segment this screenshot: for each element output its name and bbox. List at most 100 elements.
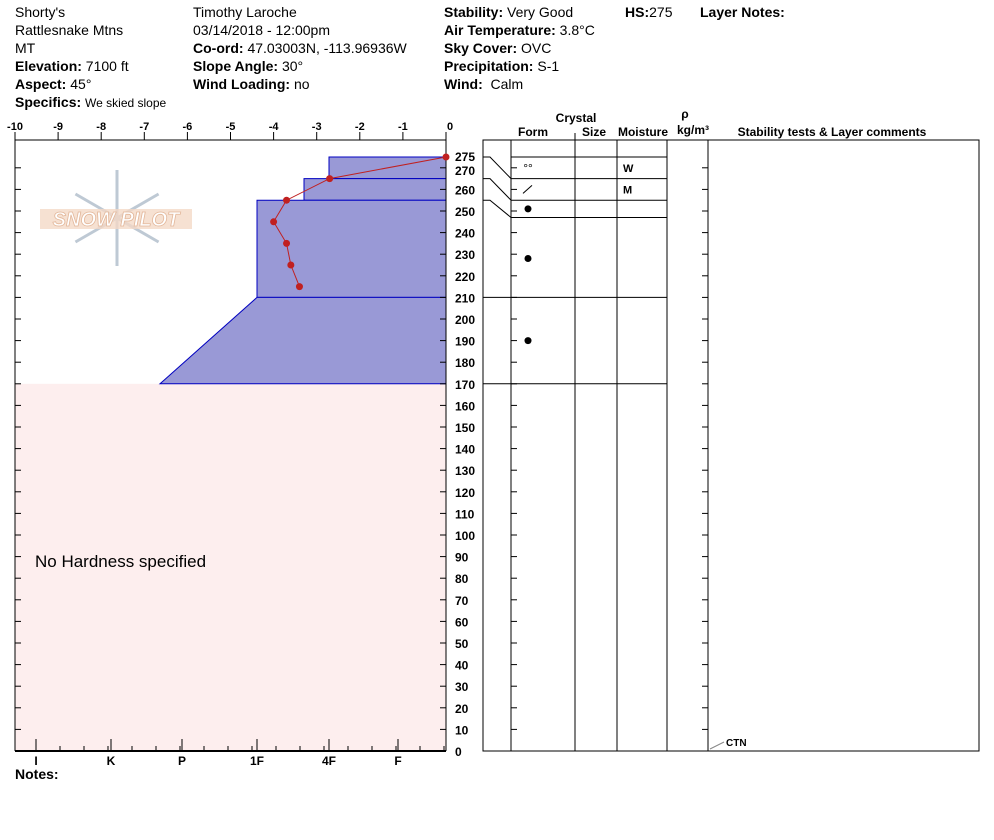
hardness-tick-label: 4F [322, 754, 336, 768]
temperature-tick-label: -4 [269, 121, 280, 133]
specifics-label: Specifics: [15, 94, 82, 110]
temperature-tick-label: -9 [53, 121, 63, 133]
height-tick-label: 130 [455, 464, 475, 478]
specifics: Specifics: We skied slope [15, 93, 166, 112]
elevation-label: Elevation: [15, 58, 82, 74]
melt-forms-icon [524, 255, 532, 263]
precipitation-value: S-1 [537, 58, 560, 74]
location-range: Rattlesnake Mtns [15, 22, 124, 38]
header-size: Size [582, 125, 606, 139]
slope-angle-value: 30° [281, 58, 304, 74]
wind-label: Wind: [444, 76, 483, 92]
sky-cover: Sky Cover: OVC [444, 39, 551, 57]
stability: Stability: Very Good [444, 3, 573, 21]
air-temp: Air Temperature: 3.8°C [444, 21, 595, 39]
hs-label: HS: [625, 4, 650, 20]
height-tick-label: 10 [455, 723, 469, 737]
wind-loading-label: Wind Loading: [193, 76, 291, 92]
temperature-tick-label: -5 [226, 121, 236, 133]
height-tick-label: 250 [455, 205, 475, 219]
height-tick-label: 90 [455, 551, 469, 565]
specifics-value: We skied slope [85, 96, 167, 110]
temperature-point [283, 239, 291, 247]
melt-forms-icon [524, 337, 532, 345]
height-tick-label: 170 [455, 378, 475, 392]
height-tick-label: 100 [455, 529, 475, 543]
header-crystal: Crystal [556, 111, 597, 125]
temperature-point [287, 261, 295, 269]
no-hardness-text: No Hardness specified [35, 552, 206, 571]
coord: Co-ord: 47.03003N, -113.96936W [193, 39, 407, 57]
hs-value: 275 [649, 4, 673, 20]
height-tick-label: 270 [455, 164, 475, 178]
temperature-tick-label: -1 [398, 121, 408, 133]
temperature-point [283, 196, 291, 204]
aspect: Aspect: 45° [15, 75, 91, 93]
precipitation-label: Precipitation: [444, 58, 534, 74]
height-tick-label: 60 [455, 615, 469, 629]
hardness-tick-label: K [107, 754, 116, 768]
hardness-layer [158, 296, 447, 385]
location-name: Shorty's [15, 4, 66, 20]
height-tick-label: 110 [455, 507, 475, 521]
hs: HS:275 [625, 3, 672, 21]
aspect-label: Aspect: [15, 76, 67, 92]
height-tick-label: 260 [455, 183, 475, 197]
temperature-tick-label: -10 [7, 121, 23, 133]
temperature-point [295, 283, 303, 291]
hardness-layer [256, 199, 447, 298]
rounded-grains-icon: °° [523, 161, 533, 175]
stability-test-label: CTN [726, 738, 747, 749]
hardness-tick-label: 1F [250, 754, 264, 768]
height-tick-label: 20 [455, 702, 469, 716]
header-form: Form [518, 125, 548, 139]
temperature-tick-label: -6 [183, 121, 193, 133]
height-tick-label: 230 [455, 248, 475, 262]
header-rho: ρ [681, 107, 688, 121]
moisture-value: W [623, 163, 634, 175]
height-tick-label: 210 [455, 291, 475, 305]
coord-label: Co-ord: [193, 40, 244, 56]
snowpilot-logo: SNOW PILOT [40, 170, 192, 266]
coord-value: 47.03003N, -113.96936W [247, 40, 407, 56]
height-tick-label: 275 [455, 150, 475, 164]
notes-label: Notes: [15, 766, 59, 782]
wind-loading-value: no [293, 76, 310, 92]
height-tick-label: 200 [455, 313, 475, 327]
hardness-tick-label: F [394, 754, 401, 768]
height-tick-label: 150 [455, 421, 475, 435]
layer-connector [483, 199, 512, 218]
wind-value: Calm [490, 76, 524, 92]
header-stability: Stability tests & Layer comments [738, 125, 927, 139]
height-tick-label: 160 [455, 399, 475, 413]
moisture-value: M [623, 184, 632, 196]
temperature-tick-label: -8 [96, 121, 106, 133]
temperature-point [326, 175, 334, 183]
temperature-tick-label: -3 [312, 121, 322, 133]
air-temp-value: 3.8°C [559, 22, 595, 38]
hardness-tick-label: P [178, 754, 186, 768]
wind: Wind: Calm [444, 75, 523, 93]
height-tick-label: 0 [455, 745, 462, 759]
height-tick-label: 240 [455, 227, 475, 241]
layer-notes-label: Layer Notes: [700, 4, 785, 20]
elevation-value: 7100 ft [85, 58, 129, 74]
layer-table-frame [482, 139, 980, 752]
temperature-point [442, 153, 450, 161]
height-tick-label: 120 [455, 486, 475, 500]
header-density: kg/m³ [677, 123, 709, 137]
temperature-tick-label: -2 [355, 121, 365, 133]
height-tick-label: 140 [455, 443, 475, 457]
layer-connector [483, 178, 512, 201]
height-tick-label: 190 [455, 335, 475, 349]
location-state: MT [15, 40, 36, 56]
header-moisture: Moisture [618, 125, 668, 139]
height-tick-label: 220 [455, 270, 475, 284]
no-hardness-region [15, 383, 446, 751]
wind-loading: Wind Loading: no [193, 75, 310, 93]
height-tick-label: 30 [455, 680, 469, 694]
height-tick-label: 50 [455, 637, 469, 651]
decomposing-fragments-icon [522, 185, 533, 194]
stability-value: Very Good [507, 4, 574, 20]
